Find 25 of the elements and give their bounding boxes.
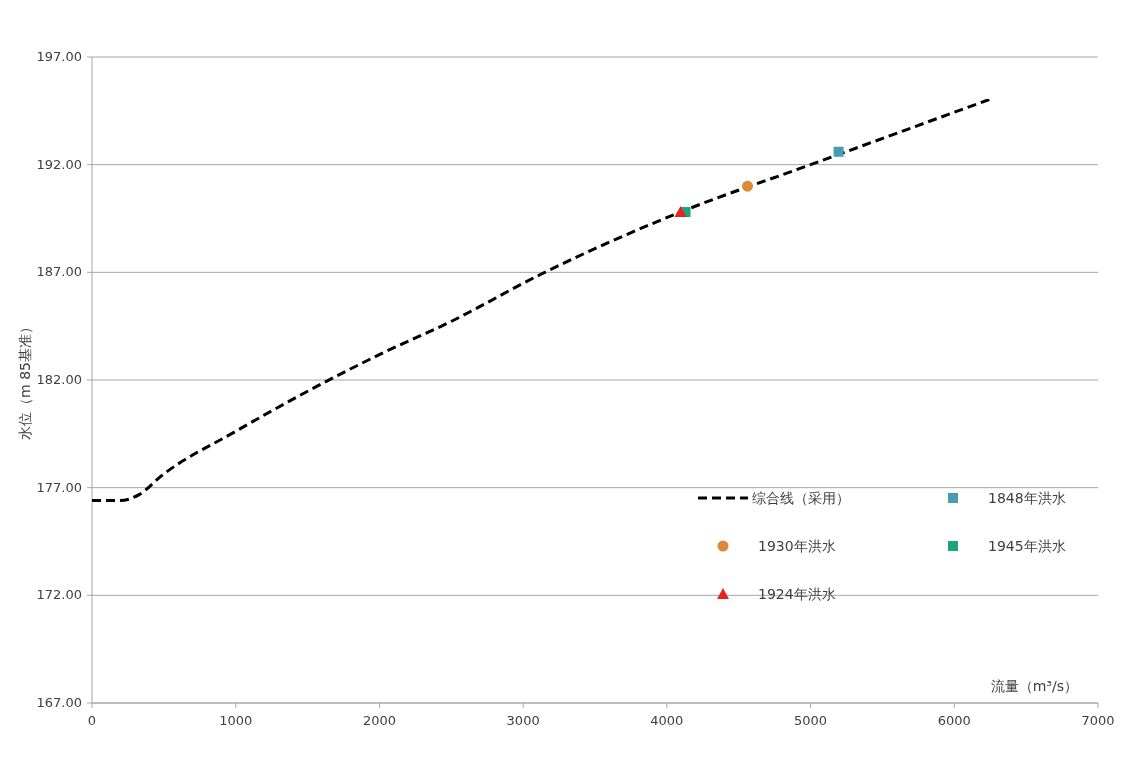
- y-tick-label: 167.00: [36, 695, 82, 710]
- point: [741, 180, 753, 192]
- x-tick-label: 2000: [362, 713, 396, 728]
- y-axis-title: 水位（m 85基准）: [17, 320, 33, 440]
- y-tick-label: 182.00: [36, 372, 82, 387]
- y-tick-label: 197.00: [36, 49, 82, 64]
- y-tick-label: 192.00: [36, 156, 82, 172]
- legend-label: 1930年洪水: [758, 538, 836, 554]
- y-tick-label: 172.00: [36, 587, 82, 603]
- point: [833, 146, 844, 157]
- legend-label: 1848年洪水: [988, 490, 1066, 506]
- x-tick-label: 3000: [506, 713, 540, 728]
- legend-label: 1945年洪水: [988, 538, 1066, 554]
- y-tick-label: 187.00: [36, 264, 82, 280]
- x-tick-label: 0: [87, 713, 97, 728]
- legend-label: 综合线（采用）: [752, 490, 850, 506]
- x-tick-label: 6000: [937, 713, 971, 728]
- x-tick-label: 5000: [794, 713, 828, 728]
- legend-label: 1924年洪水: [758, 586, 836, 602]
- point: [674, 206, 687, 218]
- x-tick-label: 7000: [1081, 713, 1115, 728]
- x-tick-label: 4000: [650, 713, 684, 728]
- x-axis-title: 流量（m³/s）: [990, 678, 1078, 694]
- x-tick-label: 1000: [219, 713, 253, 728]
- y-tick-label: 177.00: [36, 479, 82, 495]
